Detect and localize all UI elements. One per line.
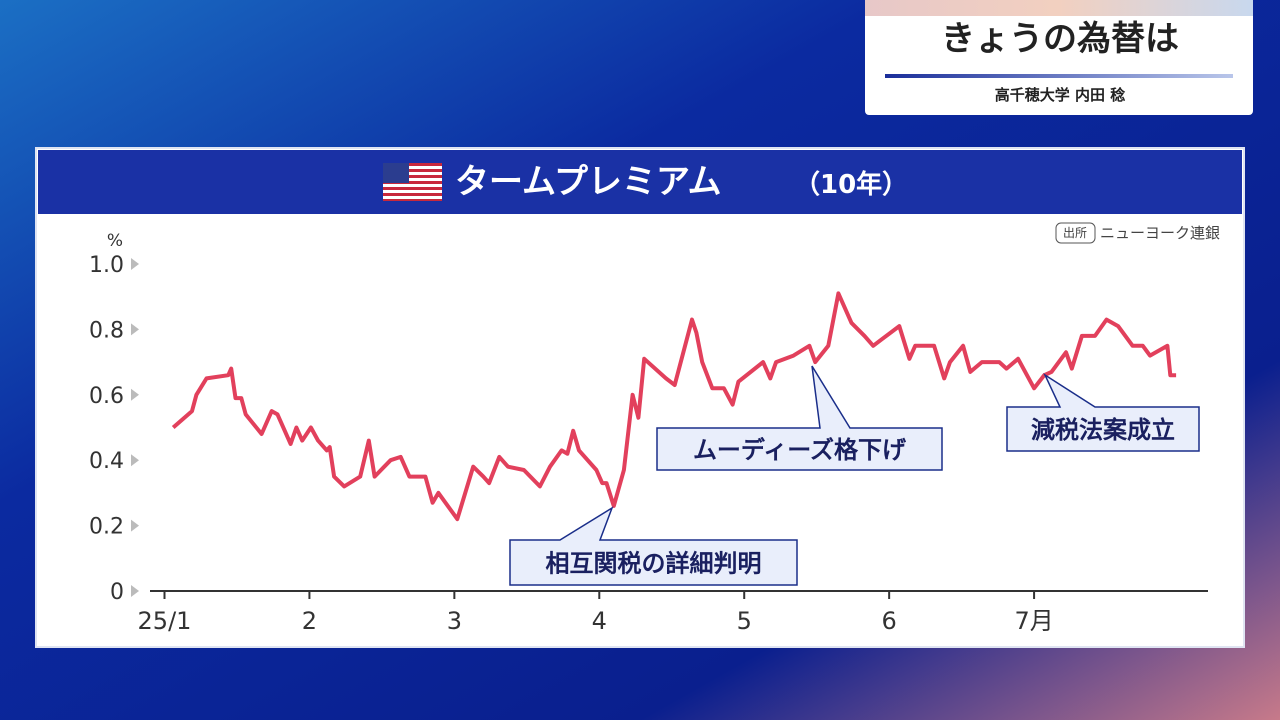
header-title: きょうの為替は: [941, 19, 1179, 59]
source-tag: 出所: [1063, 226, 1087, 240]
y-tick-label: 0.8: [89, 318, 124, 343]
callout: [509, 506, 798, 586]
y-tick-label: 0.6: [89, 384, 124, 409]
annotation: ムーディーズ格下げ: [693, 436, 907, 464]
source-tag-box: [1055, 222, 1096, 244]
x-tick-label: 5: [737, 607, 752, 635]
y-tick-label: 0.4: [89, 449, 124, 474]
y-tick-mark: [131, 519, 139, 532]
y-tick-mark: [131, 454, 139, 467]
y-tick-mark: [131, 258, 139, 270]
chart-title: タームプレミアム: [455, 162, 722, 202]
annotation: 相互関税の詳細判明: [546, 550, 762, 578]
us-flag: [383, 163, 442, 201]
header-card: [865, 0, 1253, 115]
x-tick-label: 4: [592, 607, 607, 635]
y-tick-label: 0: [110, 580, 124, 605]
header-rule: [885, 74, 1233, 78]
x-tick-label: 6: [882, 607, 897, 635]
chart-title-band: [38, 150, 1242, 214]
y-tick-mark: [131, 388, 139, 401]
header-strip: [865, 0, 1253, 16]
annotation: 減税法案成立: [1031, 416, 1175, 444]
x-tick-label: 25/1: [138, 607, 192, 635]
callout: [1006, 372, 1200, 452]
y-tick-label: 1.0: [89, 253, 124, 278]
chart-subtitle: （10年）: [794, 169, 908, 200]
x-tick-label: 3: [447, 607, 462, 635]
x-tick-label: 7月: [1014, 607, 1053, 635]
x-tick-label: 2: [302, 607, 317, 635]
y-tick-label: 0.2: [89, 515, 124, 540]
y-unit: %: [107, 231, 123, 251]
callout: [656, 365, 943, 471]
header-byline: 高千穂大学 内田 稔: [995, 86, 1125, 104]
y-tick-mark: [131, 585, 139, 597]
data-line: [171, 291, 1177, 522]
y-tick-mark: [131, 323, 139, 336]
source: ニューヨーク連銀: [1100, 224, 1220, 242]
